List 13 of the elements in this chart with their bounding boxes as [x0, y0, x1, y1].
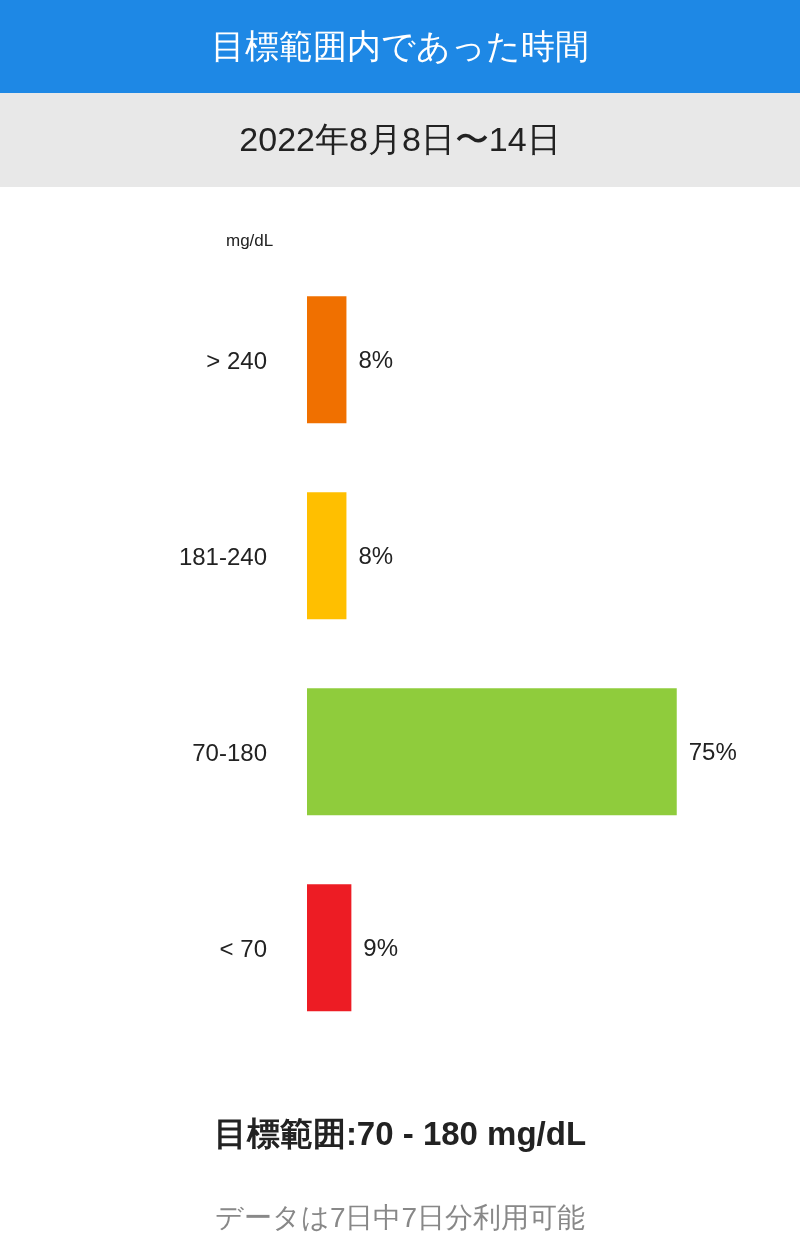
y-axis-title: mg/dL [226, 231, 274, 251]
text: 目標範囲:70 - 180 mg/dL [212, 1114, 588, 1154]
data-label: 8% [358, 542, 394, 570]
y-tick-label: 70-180 [192, 738, 267, 766]
data-label: 8% [358, 346, 394, 374]
y-tick-label: < 70 [219, 934, 267, 962]
y-tick-label: 181-240 [178, 542, 267, 570]
y-tick-label: > 240 [206, 346, 267, 374]
chart-title: 目標範囲内であった時間 [0, 0, 800, 93]
data-label: 9% [363, 934, 399, 962]
text: データは7日中7日分利用可能 [213, 1201, 587, 1235]
chart-subtitle: 2022年8月8日〜14日 [0, 93, 800, 187]
data-label: 75% [688, 738, 737, 766]
